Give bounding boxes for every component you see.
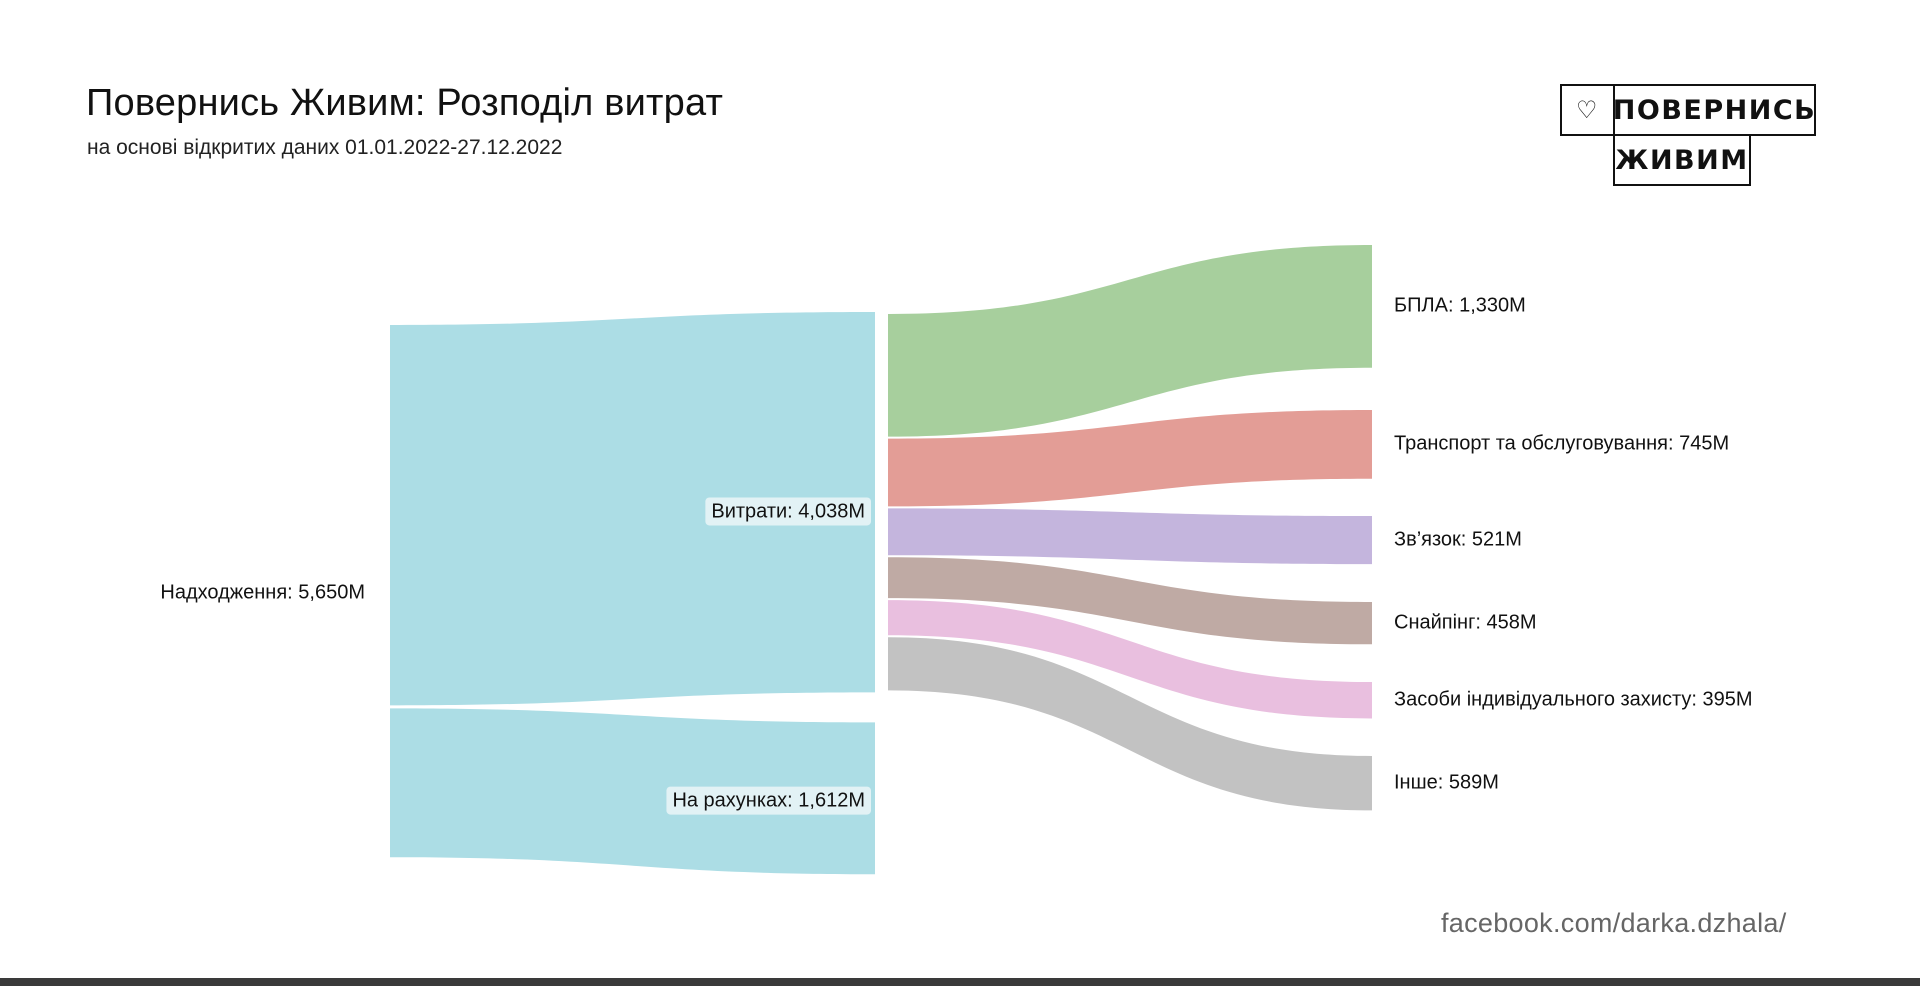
source-credit: facebook.com/darka.dzhala/: [1441, 908, 1787, 938]
node-label-comms: Зв’язок: 521M: [1394, 528, 1522, 550]
node-label-expenses: Витрати: 4,038M: [711, 500, 865, 522]
flow-income-accounts: [390, 708, 875, 875]
page-subtitle: на основі відкритих даних 01.01.2022-27.…: [87, 136, 563, 159]
brand-logo: ♡ ПОВЕРНИСЬ ЖИВИМ: [1560, 84, 1820, 188]
flow-expenses-other: [888, 637, 1372, 811]
node-label-expenses-box: [705, 497, 871, 526]
node-label-sniping: Снайпінг: 458M: [1394, 611, 1537, 633]
flow-income-expenses: [390, 312, 875, 706]
node-label-accounts: На рахунках: 1,612M: [672, 790, 865, 812]
node-label-transport: Транспорт та обслуговування: 745M: [1394, 433, 1729, 455]
node-label-ppe: Засоби індивідуального захисту: 395M: [1394, 689, 1753, 711]
flow-expenses-transport: [888, 410, 1372, 507]
node-label-income: Надходження: 5,650M: [160, 581, 365, 603]
page-title: Повернись Живим: Розподіл витрат: [86, 82, 724, 124]
flow-expenses-uav: [888, 245, 1372, 437]
flow-expenses-sniping: [888, 557, 1372, 645]
node-label-other: Інше: 589M: [1394, 771, 1499, 793]
logo-line-2: ЖИВИМ: [1613, 134, 1751, 186]
flow-expenses-comms: [888, 508, 1372, 565]
flow-expenses-ppe: [888, 600, 1372, 719]
node-label-uav: БПЛА: 1,330M: [1394, 295, 1526, 317]
bottom-divider: [0, 978, 1920, 986]
node-label-accounts-box: [666, 786, 871, 815]
